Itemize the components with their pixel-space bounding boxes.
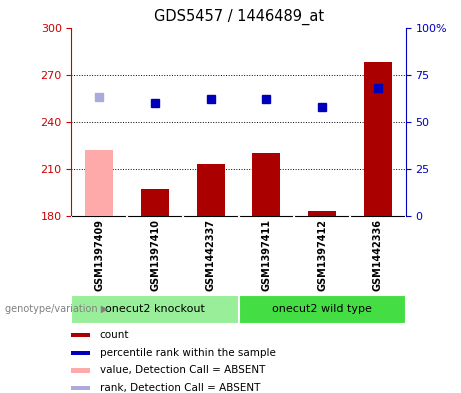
Text: GSM1397410: GSM1397410 [150,219,160,292]
Bar [71,333,90,337]
Text: value, Detection Call = ABSENT: value, Detection Call = ABSENT [100,365,265,375]
Bar [253,153,280,216]
Text: count: count [100,330,130,340]
Bar [197,164,225,216]
Bar [141,189,169,216]
Text: GSM1397409: GSM1397409 [95,219,104,292]
Text: percentile rank within the sample: percentile rank within the sample [100,348,276,358]
Bar [71,386,90,390]
Text: rank, Detection Call = ABSENT: rank, Detection Call = ABSENT [100,383,260,393]
Bar [85,150,113,216]
Text: GSM1442336: GSM1442336 [373,219,383,292]
Bar [308,211,336,216]
Text: GSM1397412: GSM1397412 [317,219,327,292]
Text: GSM1397411: GSM1397411 [261,219,272,292]
Bar [238,295,406,324]
Text: genotype/variation ▶: genotype/variation ▶ [5,305,108,314]
Bar [71,368,90,373]
Text: GSM1442337: GSM1442337 [206,219,216,292]
Text: onecut2 knockout: onecut2 knockout [105,305,205,314]
Bar [364,62,392,216]
Bar [71,295,239,324]
Bar [71,351,90,355]
Text: onecut2 wild type: onecut2 wild type [272,305,372,314]
Title: GDS5457 / 1446489_at: GDS5457 / 1446489_at [154,9,324,25]
